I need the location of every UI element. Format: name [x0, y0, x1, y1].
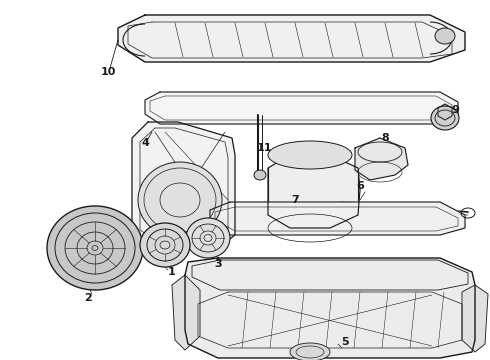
Polygon shape: [185, 258, 475, 358]
Ellipse shape: [268, 141, 352, 169]
Polygon shape: [118, 15, 465, 62]
Ellipse shape: [431, 106, 459, 130]
Text: 10: 10: [100, 67, 116, 77]
Ellipse shape: [290, 343, 330, 360]
Ellipse shape: [138, 162, 222, 238]
Polygon shape: [355, 138, 408, 180]
Text: 8: 8: [381, 133, 389, 143]
Polygon shape: [462, 285, 488, 352]
Ellipse shape: [186, 218, 230, 258]
Text: 4: 4: [141, 138, 149, 148]
Polygon shape: [210, 202, 465, 235]
Text: 7: 7: [291, 195, 299, 205]
Text: 6: 6: [356, 181, 364, 191]
Text: 11: 11: [256, 143, 272, 153]
Text: 1: 1: [168, 267, 176, 277]
Text: 2: 2: [84, 293, 92, 303]
Text: 9: 9: [451, 105, 459, 115]
Ellipse shape: [435, 28, 455, 44]
Polygon shape: [145, 92, 458, 124]
Ellipse shape: [254, 170, 266, 180]
Polygon shape: [132, 122, 235, 248]
Text: 5: 5: [341, 337, 349, 347]
Polygon shape: [268, 155, 360, 228]
Ellipse shape: [47, 206, 143, 290]
Ellipse shape: [140, 223, 190, 267]
Text: 3: 3: [214, 259, 222, 269]
Polygon shape: [438, 104, 452, 120]
Polygon shape: [172, 275, 200, 350]
